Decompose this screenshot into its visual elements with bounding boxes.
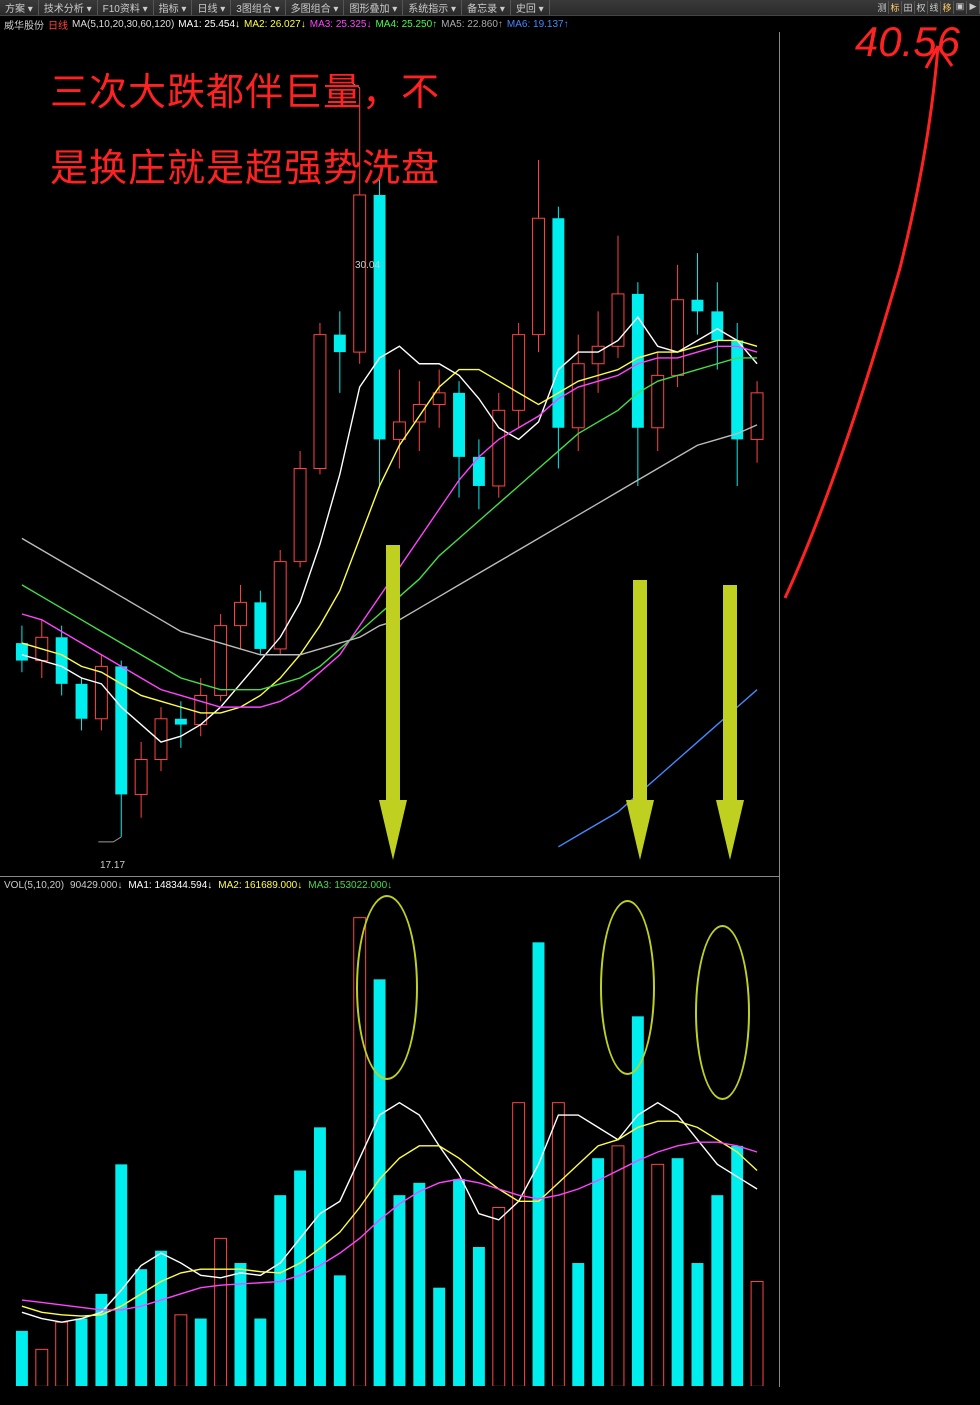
toolbar-small-btn[interactable]: 田 xyxy=(902,1,915,14)
toolbar-item[interactable]: 指标 ▾ xyxy=(154,0,193,15)
vol-value: 90429.000↓ xyxy=(70,880,122,891)
down-arrow-annotation xyxy=(720,585,740,860)
volume-highlight-circle xyxy=(695,925,750,1100)
toolbar-small-btn[interactable]: ▶ xyxy=(967,1,980,14)
toolbar-item[interactable]: F10资料 ▾ xyxy=(98,0,154,15)
toolbar-item[interactable]: 方案 ▾ xyxy=(0,0,39,15)
annotation-line1: 三次大跌都伴巨量，不 xyxy=(50,55,440,131)
period-label: 日线 xyxy=(48,17,68,32)
vol-ma2: MA2: 161689.000↓ xyxy=(218,880,302,891)
down-arrow-annotation xyxy=(383,545,403,860)
toolbar-item[interactable]: 多图组合 ▾ xyxy=(286,0,345,15)
toolbar-small-btn[interactable]: 权 xyxy=(915,1,928,14)
stock-name: 威华股份 xyxy=(4,17,44,32)
ma6-value: MA6: 19.137↑ xyxy=(507,19,569,30)
toolbar-item[interactable]: 备忘录 ▾ xyxy=(462,0,511,15)
toolbar-small-btn[interactable]: 测 xyxy=(876,1,889,14)
toolbar-item[interactable]: 技术分析 ▾ xyxy=(39,0,98,15)
ma-periods: MA(5,10,20,30,60,120) xyxy=(72,19,174,30)
toolbar-small-btn[interactable]: 移 xyxy=(941,1,954,14)
toolbar-small-btn[interactable]: ▣ xyxy=(954,1,967,14)
toolbar-small-btn[interactable]: 标 xyxy=(889,1,902,14)
annotation-line2: 是换庄就是超强势洗盘 xyxy=(50,131,440,207)
ma5-value: MA5: 22.860↑ xyxy=(441,19,503,30)
ma3-value: MA3: 25.325↓ xyxy=(310,19,372,30)
toolbar-item[interactable]: 日线 ▾ xyxy=(192,0,231,15)
vol-ma3: MA3: 153022.000↓ xyxy=(308,880,392,891)
ma4-value: MA4: 25.250↑ xyxy=(375,19,437,30)
ma2-value: MA2: 26.027↓ xyxy=(244,19,306,30)
toolbar-small-btn[interactable]: 线 xyxy=(928,1,941,14)
main-toolbar: 方案 ▾技术分析 ▾F10资料 ▾指标 ▾日线 ▾3图组合 ▾多图组合 ▾图形叠… xyxy=(0,0,980,16)
down-arrow-annotation xyxy=(630,580,650,860)
up-arrow-annotation xyxy=(780,28,960,608)
toolbar-item[interactable]: 史回 ▾ xyxy=(511,0,550,15)
toolbar-item[interactable]: 系统指示 ▾ xyxy=(403,0,462,15)
volume-info-bar: VOL(5,10,20) 90429.000↓ MA1: 148344.594↓… xyxy=(0,877,779,893)
low-label: 17.17 xyxy=(100,860,125,871)
vol-label: VOL(5,10,20) xyxy=(4,880,64,891)
volume-highlight-circle xyxy=(356,895,418,1080)
volume-highlight-circle xyxy=(600,900,655,1075)
annotation-text: 三次大跌都伴巨量，不 是换庄就是超强势洗盘 xyxy=(50,55,440,207)
toolbar-item[interactable]: 3图组合 ▾ xyxy=(231,0,285,15)
toolbar-item[interactable]: 图形叠加 ▾ xyxy=(344,0,403,15)
ma1-value: MA1: 25.454↓ xyxy=(178,19,240,30)
high-label: 30.04 xyxy=(355,260,380,271)
vol-ma1: MA1: 148344.594↓ xyxy=(128,880,212,891)
